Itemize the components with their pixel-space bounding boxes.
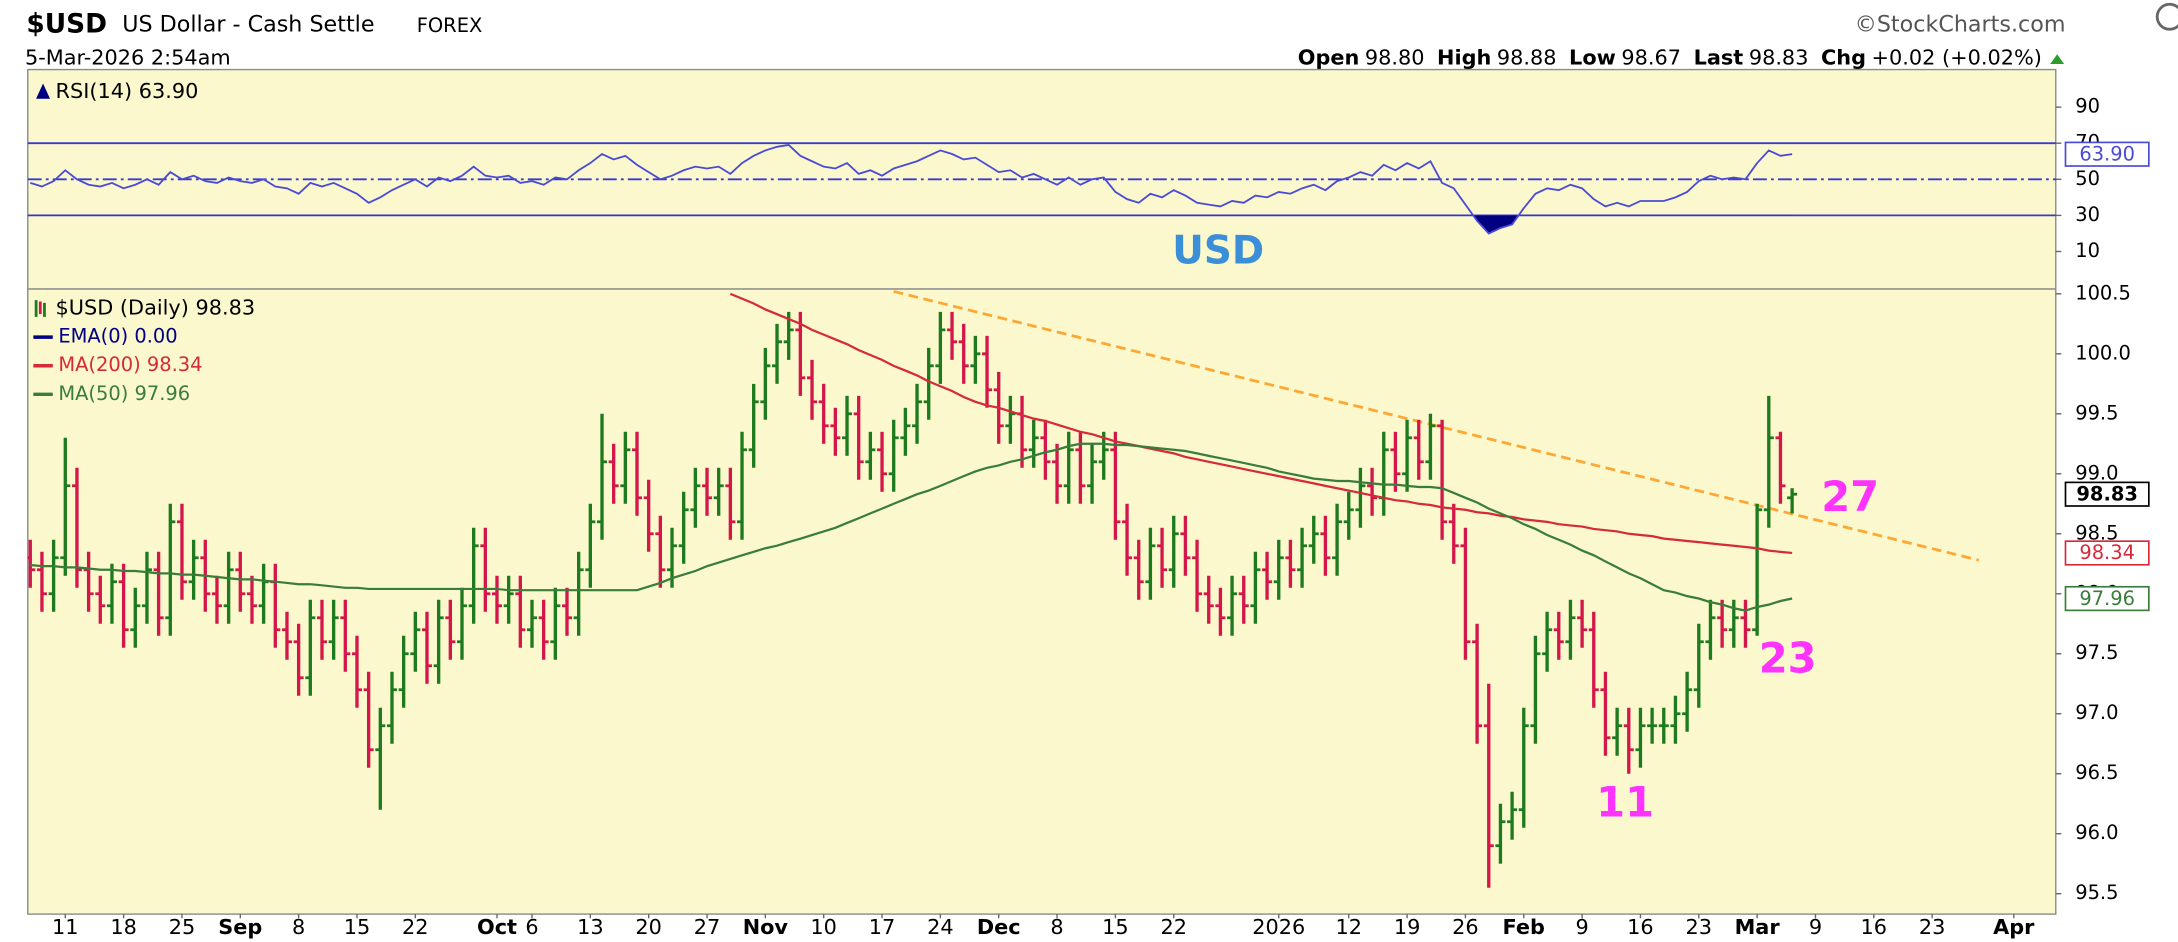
annotation: 23	[1759, 633, 1817, 682]
x-tick-label: 8	[1050, 915, 1063, 939]
x-tick-label: 12	[1335, 915, 1362, 939]
x-tick-label: 19	[1394, 915, 1421, 939]
x-tick-label: Nov	[743, 915, 789, 939]
legend-label: RSI(14) 63.90	[56, 79, 199, 103]
y-tick-label: 99.5	[2075, 401, 2118, 424]
y-tick-label: 99.0	[2075, 461, 2118, 484]
value-box-label: 98.83	[2076, 482, 2137, 505]
x-tick-label: 24	[927, 915, 954, 939]
legend-label: MA(50) 97.96	[58, 382, 190, 405]
x-tick-label: 15	[1102, 915, 1129, 939]
x-tick-label: 23	[1686, 915, 1713, 939]
x-tick-label: Sep	[218, 915, 262, 939]
y-tick-label: 95.5	[2075, 881, 2118, 904]
rsi-line	[30, 144, 1793, 235]
x-tick-label: Apr	[1993, 915, 2035, 939]
moving-average	[729, 292, 1793, 555]
quote-value: +0.02 (+0.02%)	[1872, 45, 2042, 69]
x-tick-label: Dec	[977, 915, 1021, 939]
date: 5-Mar-2026 2:54am	[25, 45, 231, 69]
x-tick-label: 27	[694, 915, 721, 939]
quote-label: Chg	[1821, 45, 1866, 69]
y-tick-label: 96.0	[2075, 821, 2118, 844]
x-tick-label: 15	[344, 915, 371, 939]
x-tick-label: 16	[1627, 915, 1654, 939]
value-box	[2064, 141, 2150, 167]
x-tick-label: 22	[1160, 915, 1187, 939]
x-tick-label: 8	[292, 915, 305, 939]
quote-value: 98.67	[1621, 45, 1681, 69]
y-tick-label: 10	[2075, 239, 2100, 262]
y-tick-label: 100.0	[2075, 341, 2131, 364]
x-tick-label: 9	[1809, 915, 1822, 939]
value-box-label: 97.96	[2079, 587, 2135, 610]
x-tick-label: 2026	[1252, 915, 1305, 939]
settings-icon[interactable]	[2155, 2, 2178, 31]
y-tick-label: 97.5	[2075, 641, 2118, 664]
exchange: FOREX	[417, 14, 483, 37]
x-tick-label: 6	[525, 915, 538, 939]
x-tick-label: 16	[1861, 915, 1888, 939]
quote-value: 98.88	[1497, 45, 1557, 69]
x-tick-label: 22	[402, 915, 429, 939]
y-tick-label: 100.5	[2075, 281, 2131, 304]
x-tick-label: Oct	[477, 915, 517, 939]
x-tick-label: 26	[1452, 915, 1479, 939]
quote-label: High	[1437, 45, 1491, 69]
instrument-name: US Dollar - Cash Settle	[122, 12, 374, 38]
symbol: $USD	[26, 10, 107, 40]
x-tick-label: 18	[110, 915, 137, 939]
x-tick-label: Mar	[1735, 915, 1781, 939]
annotation: 11	[1596, 778, 1654, 827]
y-tick-label: 96.5	[2075, 761, 2118, 784]
x-tick-label: 25	[169, 915, 196, 939]
x-tick-label: 11	[52, 915, 79, 939]
panel	[27, 288, 2057, 915]
y-tick-label: 30	[2075, 203, 2100, 226]
y-tick-label: 90	[2075, 95, 2100, 118]
y-tick-label: 97.0	[2075, 701, 2118, 724]
value-box-label: 98.34	[2079, 541, 2135, 564]
legend-label: MA(200) 98.34	[58, 353, 202, 376]
x-tick-label: 20	[635, 915, 662, 939]
legend-icon	[34, 300, 46, 317]
change-arrow	[2050, 54, 2065, 65]
legend-label: $USD (Daily) 98.83	[56, 295, 256, 319]
value-box	[2064, 481, 2150, 507]
source: ©StockCharts.com	[1855, 12, 2066, 38]
value-box	[2064, 585, 2150, 612]
x-tick-label: 23	[1919, 915, 1946, 939]
moving-average	[30, 442, 1793, 612]
x-tick-label: Feb	[1503, 915, 1545, 939]
y-tick-label: 50	[2075, 167, 2100, 190]
annotation: 27	[1821, 472, 1879, 521]
quote-line: Open 98.80 High 98.88 Low 98.67 Last 98.83 Chg +0…	[1298, 45, 2042, 69]
quote-value: 98.83	[1749, 45, 1809, 69]
value-box-label: 63.90	[2079, 142, 2135, 165]
quote-label: Last	[1694, 45, 1744, 69]
quote-label: Low	[1569, 45, 1616, 69]
legend-icon	[36, 83, 51, 99]
x-tick-label: 10	[810, 915, 837, 939]
legend-label: EMA(0) 0.00	[58, 325, 177, 348]
quote-value: 98.80	[1365, 45, 1425, 69]
panel-annotation: USD	[1172, 228, 1264, 273]
value-box	[2064, 540, 2150, 566]
x-tick-label: 17	[869, 915, 896, 939]
quote-label: Open	[1298, 45, 1360, 69]
x-tick-label: 13	[577, 915, 604, 939]
x-tick-label: 9	[1575, 915, 1588, 939]
trendline	[893, 290, 1980, 562]
y-tick-label: 98.5	[2075, 521, 2118, 544]
